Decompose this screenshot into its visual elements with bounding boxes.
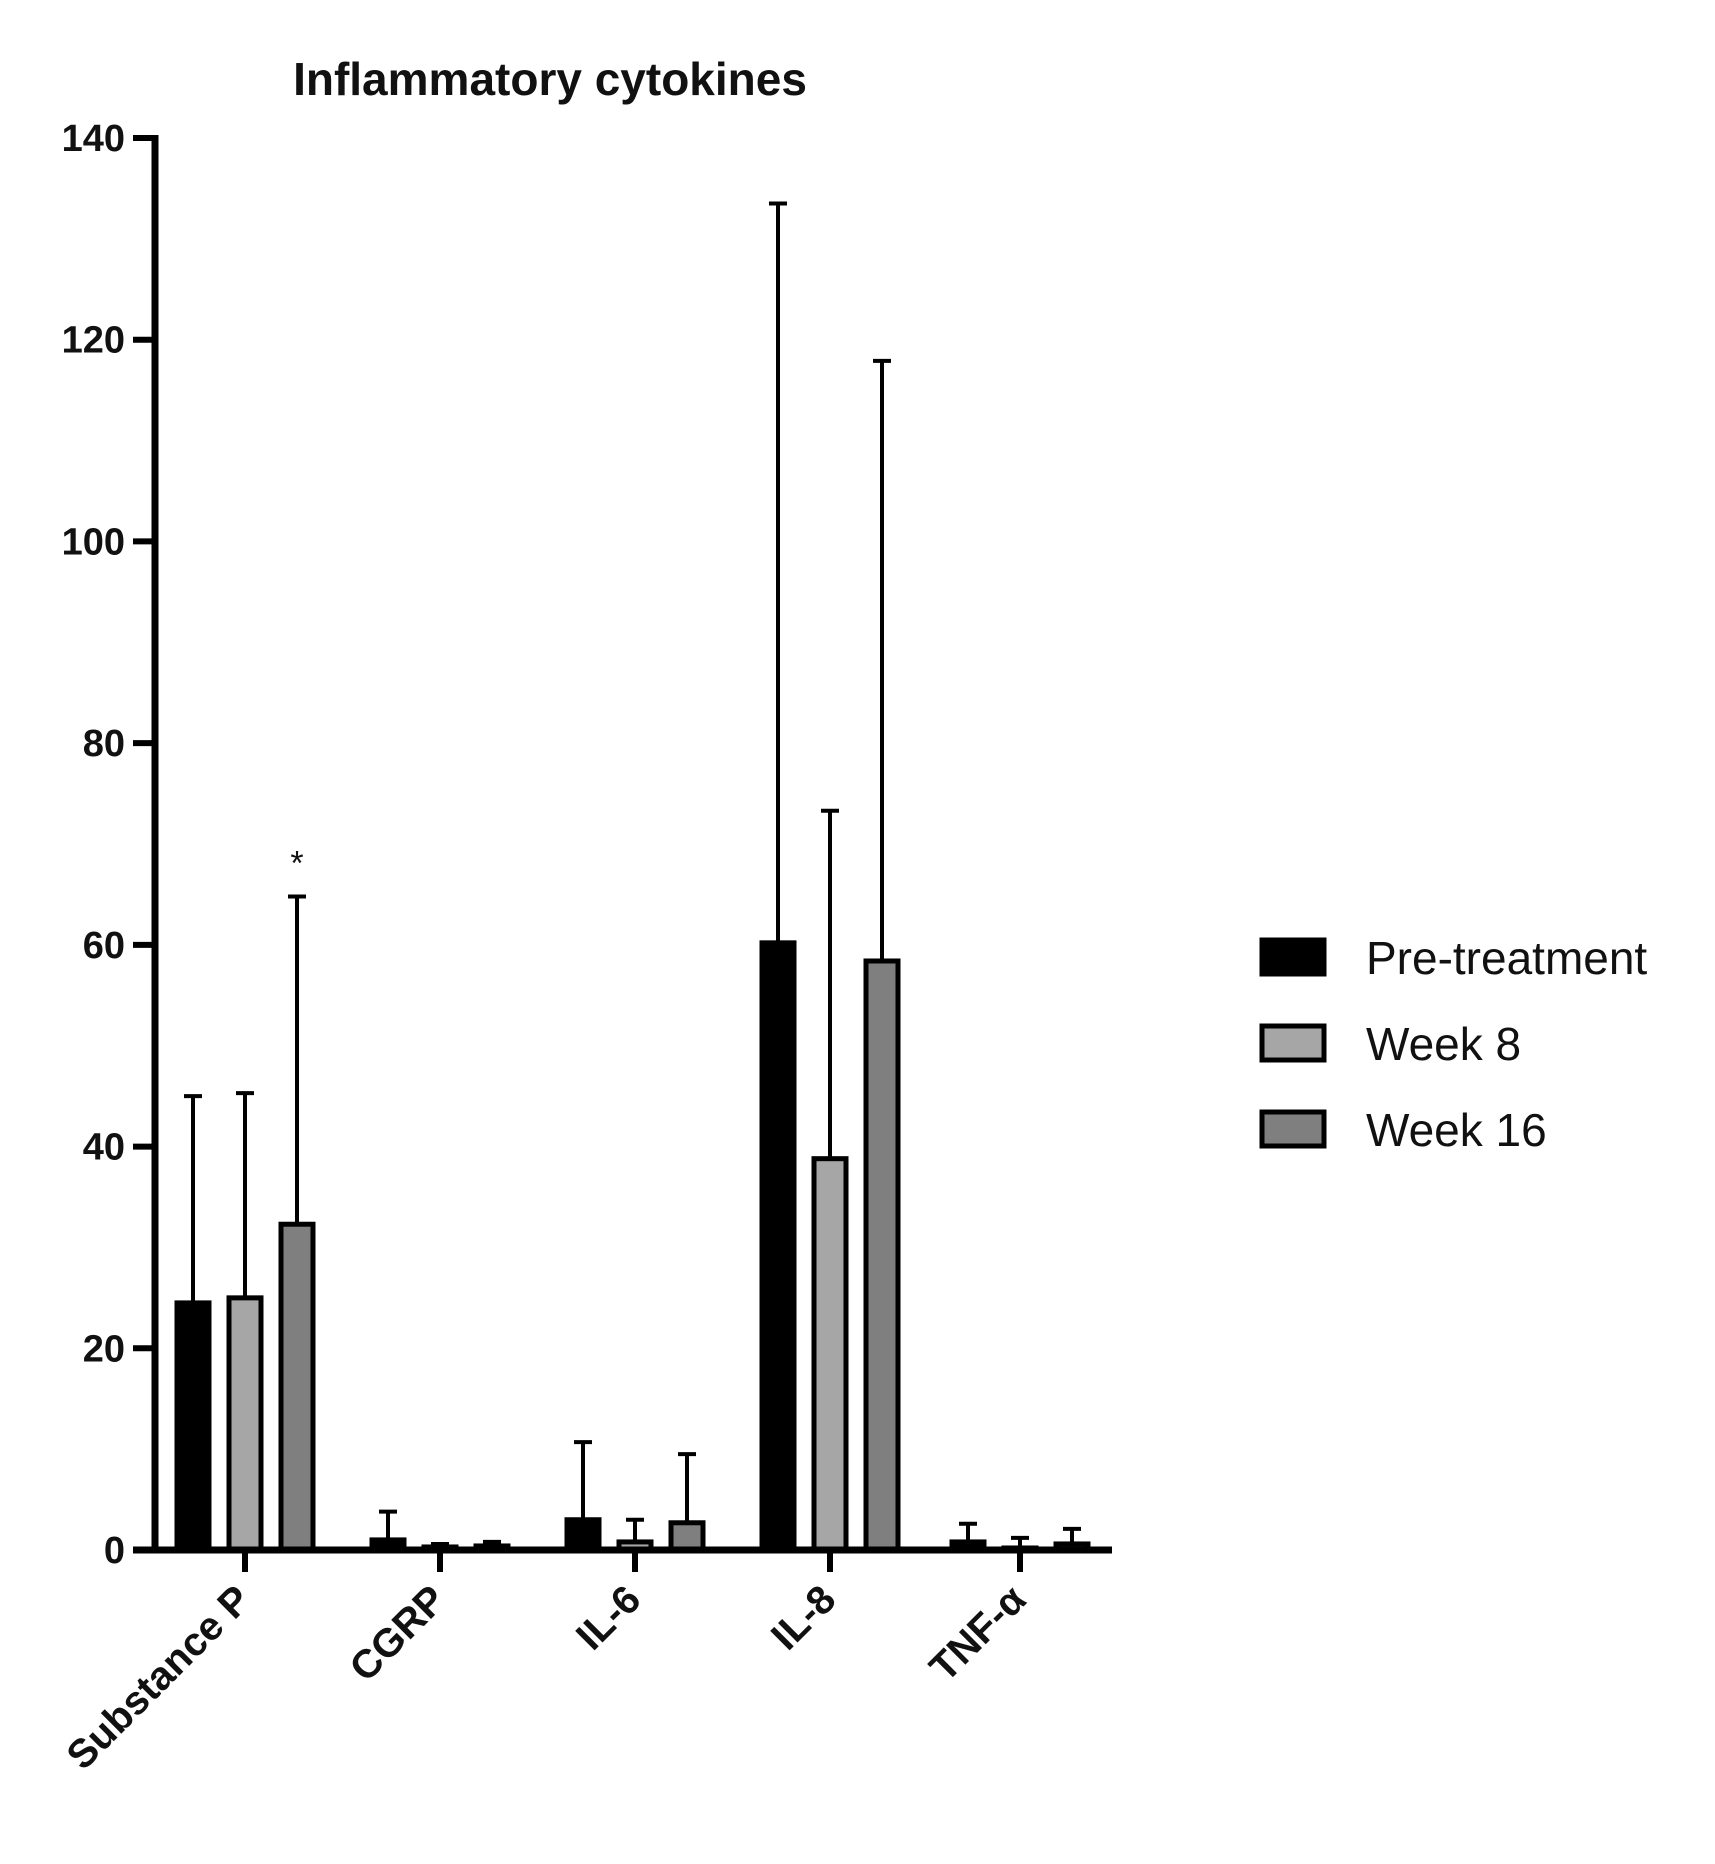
legend-label: Week 8 [1366,1018,1521,1070]
bar-week-16-2 [668,1520,706,1553]
x-tick-label: IL-6 [568,1577,649,1658]
legend: Pre-treatment Week 8 Week 16 [1259,932,1647,1156]
legend-swatch-pre-treatment [1259,937,1327,977]
significance-marker: * [290,844,303,882]
bar-pre-treatment-3 [759,940,797,1553]
bar-pre-treatment-2 [564,1517,602,1553]
y-tick-label: 20 [83,1328,125,1370]
axes [133,135,1112,1572]
bars: * [174,201,1091,1553]
y-tick-label: 80 [83,723,125,765]
x-tick-label: Substance P [58,1577,259,1778]
legend-swatch-week-16 [1259,1109,1327,1149]
bar-week-16-3 [863,958,901,1553]
bar-week-16-0 [278,1221,316,1553]
legend-swatch-week-8 [1259,1023,1327,1063]
bar-week-8-3 [811,1156,849,1553]
y-tick-label: 60 [83,925,125,967]
x-tick-label: TNF-α [921,1577,1034,1690]
bar-pre-treatment-0 [174,1300,212,1553]
y-tick-label: 0 [104,1530,125,1572]
chart-title: Inflammatory cytokines [293,53,807,105]
legend-label: Pre-treatment [1366,932,1647,984]
y-tick-label: 140 [62,118,125,160]
y-tick-label: 120 [62,320,125,362]
y-tick-label: 40 [83,1127,125,1169]
x-tick-label: IL-8 [763,1577,844,1658]
bar-week-8-0 [226,1295,264,1553]
x-tick-labels: Substance P CGRP IL-6 IL-8 TNF-α [58,1577,1034,1778]
y-tick-label: 100 [62,521,125,563]
x-tick-label: CGRP [342,1577,455,1690]
y-axis-ticks: 0 20 40 60 80 100 120 140 [62,118,155,1572]
legend-label: Week 16 [1366,1104,1547,1156]
